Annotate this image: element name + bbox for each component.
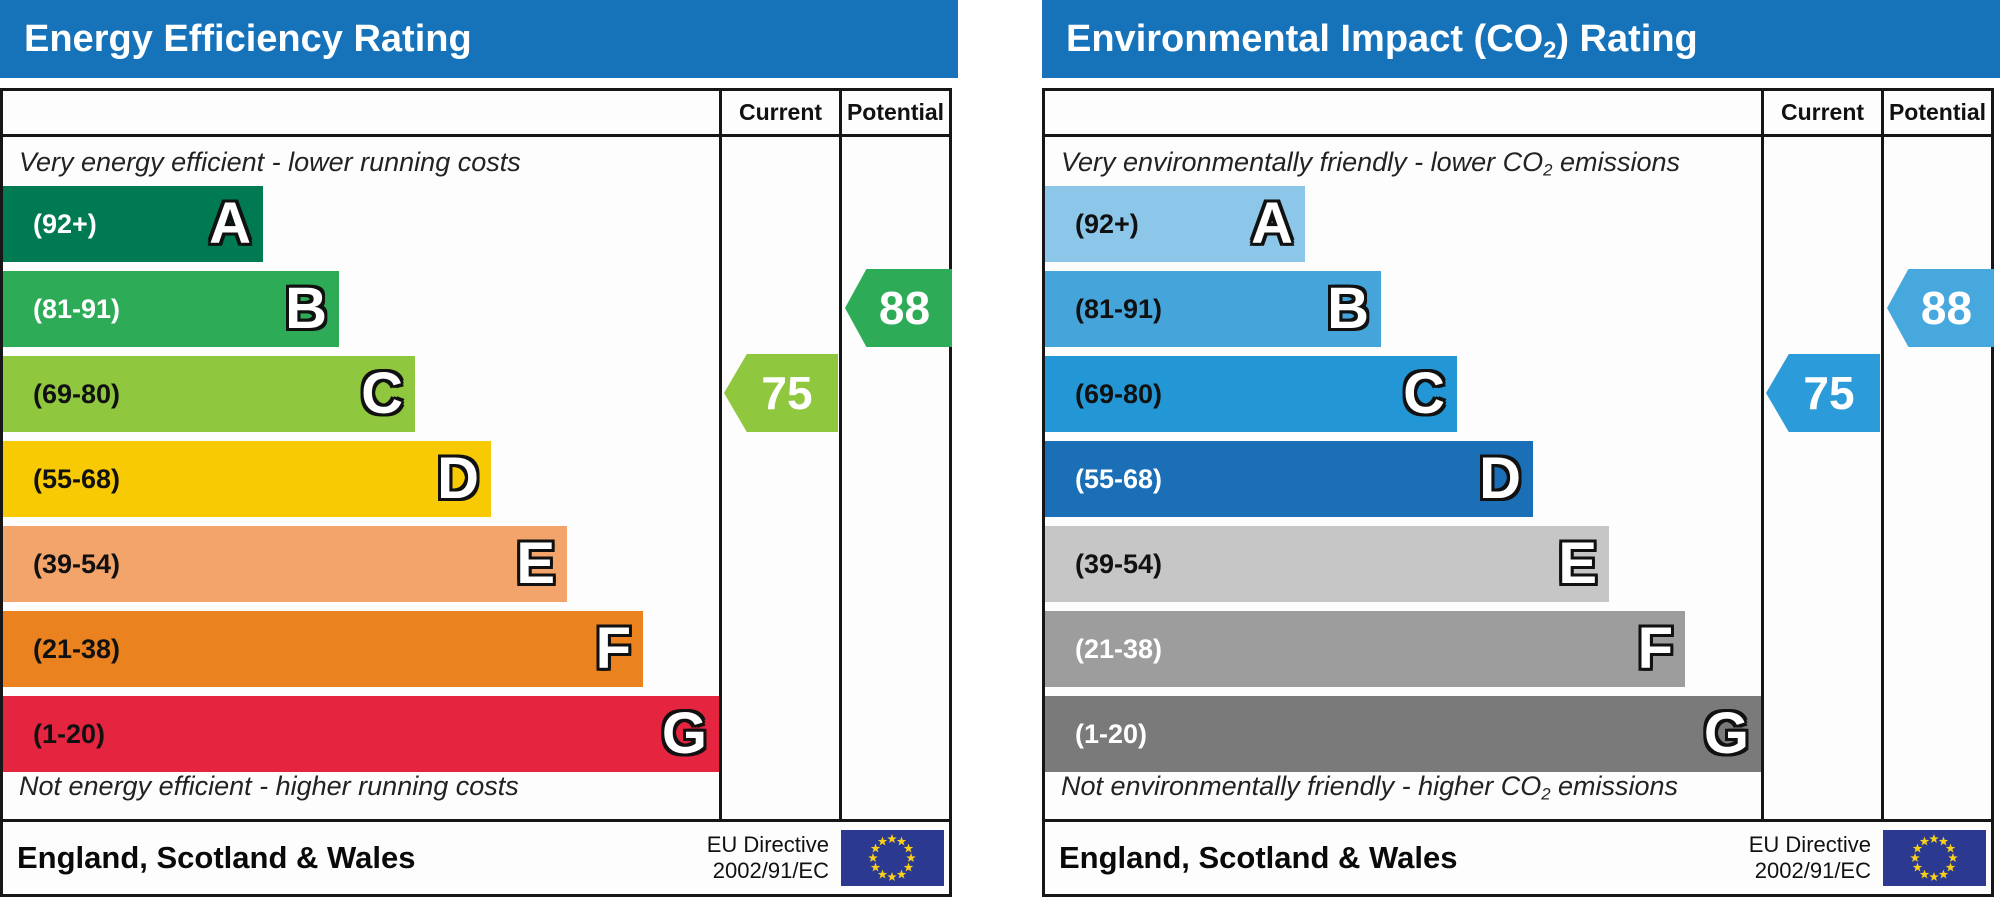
band-letter: C <box>1403 361 1445 426</box>
header-row-divider <box>3 134 949 137</box>
band-range-label: (55-68) <box>33 464 121 494</box>
region-label: England, Scotland & Wales <box>1059 840 1458 875</box>
band-letter: E <box>1558 531 1597 596</box>
environmental-impact-panel: Environmental Impact (CO2) Rating Curren… <box>1042 0 2000 899</box>
rating-table: Current Potential Very environmentally f… <box>1042 88 1994 822</box>
band-range-label: (39-54) <box>33 549 121 579</box>
band-letter: G <box>661 701 707 766</box>
band-letter: G <box>1703 701 1749 766</box>
band-range-label: (81-91) <box>33 294 121 324</box>
band-letter: F <box>595 616 631 681</box>
band-list: (92+) A (81-91) B (69-80) C (55-68) D (3… <box>3 186 719 781</box>
band-range-label: (21-38) <box>33 634 121 664</box>
eu-flag <box>841 830 944 886</box>
bottom-caption: Not environmentally friendly - higher CO… <box>1061 771 1679 804</box>
column-divider <box>839 91 842 819</box>
column-divider <box>1761 91 1764 819</box>
energy-title-bar: Energy Efficiency Rating <box>0 0 958 78</box>
current-rating-arrow: 75 <box>724 354 838 432</box>
panel-title: Energy Efficiency Rating <box>24 18 472 60</box>
column-header-potential: Potential <box>1888 99 1987 125</box>
current-rating-arrow: 75 <box>1766 354 1880 432</box>
band-row-d: (55-68) D <box>1045 441 1533 517</box>
band-list: (92+) A (81-91) B (69-80) C (55-68) D (3… <box>1045 186 1761 781</box>
band-row-c: (69-80) C <box>1045 356 1457 432</box>
band-range-label: (39-54) <box>1075 549 1163 579</box>
band-row-g: (1-20) G <box>1045 696 1761 772</box>
band-row-e: (39-54) E <box>1045 526 1609 602</box>
band-letter: F <box>1637 616 1673 681</box>
band-row-b: (81-91) B <box>3 271 339 347</box>
region-label: England, Scotland & Wales <box>17 840 416 875</box>
eu-directive-label: EU Directive 2002/91/EC <box>706 832 829 883</box>
band-row-e: (39-54) E <box>3 526 567 602</box>
band-range-label: (69-80) <box>1075 379 1163 409</box>
band-letter: D <box>1479 446 1521 511</box>
column-divider <box>1881 91 1884 819</box>
footer-bar: England, Scotland & Wales EU Directive 20… <box>1042 819 1994 897</box>
band-row-g: (1-20) G <box>3 696 719 772</box>
band-ladder: Very environmentally friendly - lower CO… <box>1045 137 1761 813</box>
eu-flag <box>1883 830 1986 886</box>
band-range-label: (1-20) <box>1075 719 1148 749</box>
band-letter: B <box>285 276 327 341</box>
band-letter: E <box>516 531 555 596</box>
top-caption: Very environmentally friendly - lower CO… <box>1061 147 1681 180</box>
column-header-current: Current <box>1780 99 1865 125</box>
panel-title: Environmental Impact (CO2) Rating <box>1066 18 1698 63</box>
band-ladder: Very energy efficient - lower running co… <box>3 137 719 813</box>
band-range-label: (81-91) <box>1075 294 1163 324</box>
band-letter: B <box>1327 276 1369 341</box>
band-row-a: (92+) A <box>3 186 263 262</box>
environmental-title-bar: Environmental Impact (CO2) Rating <box>1042 0 2000 78</box>
band-letter: C <box>361 361 403 426</box>
band-range-label: (1-20) <box>33 719 106 749</box>
band-row-f: (21-38) F <box>1045 611 1685 687</box>
band-row-c: (69-80) C <box>3 356 415 432</box>
band-range-label: (92+) <box>1075 209 1139 239</box>
footer-bar: England, Scotland & Wales EU Directive 20… <box>0 819 952 897</box>
potential-rating-arrow: 88 <box>845 269 952 347</box>
top-caption: Very energy efficient - lower running co… <box>19 147 521 177</box>
column-header-current: Current <box>738 99 823 125</box>
energy-efficiency-panel: Energy Efficiency Rating Current Potenti… <box>0 0 958 899</box>
band-range-label: (21-38) <box>1075 634 1163 664</box>
current-rating-value: 75 <box>761 367 813 419</box>
band-row-a: (92+) A <box>1045 186 1305 262</box>
band-range-label: (69-80) <box>33 379 121 409</box>
rating-table: Current Potential Very energy efficient … <box>0 88 952 822</box>
potential-rating-value: 88 <box>1920 282 1973 334</box>
band-row-f: (21-38) F <box>3 611 643 687</box>
column-divider <box>719 91 722 819</box>
band-letter: D <box>437 446 479 511</box>
band-range-label: (92+) <box>33 209 97 239</box>
potential-rating-arrow: 88 <box>1887 269 1994 347</box>
potential-rating-value: 88 <box>878 282 931 334</box>
header-row-divider <box>1045 134 1991 137</box>
band-row-d: (55-68) D <box>3 441 491 517</box>
band-letter: A <box>1251 191 1293 256</box>
band-letter: A <box>209 191 251 256</box>
band-range-label: (55-68) <box>1075 464 1163 494</box>
band-row-b: (81-91) B <box>1045 271 1381 347</box>
column-header-potential: Potential <box>846 99 945 125</box>
bottom-caption: Not energy efficient - higher running co… <box>19 771 519 802</box>
eu-directive-label: EU Directive 2002/91/EC <box>1748 832 1871 883</box>
current-rating-value: 75 <box>1803 367 1855 419</box>
